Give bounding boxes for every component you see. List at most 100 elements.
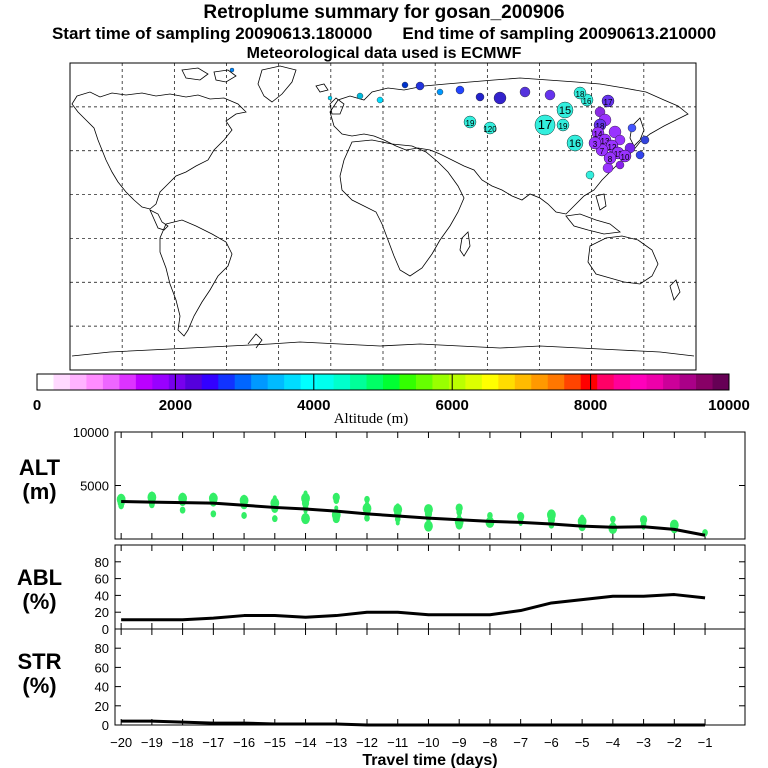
plume-dot: [519, 86, 531, 98]
colorbar-tick-label: 6000: [436, 397, 469, 414]
x-tick-label: −1: [698, 735, 713, 750]
plume-dot: [627, 123, 637, 133]
y-tick-label: 60: [95, 572, 109, 587]
plume-dot: [376, 96, 384, 104]
plume-marker-label: 120: [483, 125, 497, 134]
plume-marker: [556, 101, 574, 119]
y-tick-label: 80: [95, 641, 109, 656]
australia-coast: [587, 235, 659, 285]
plume-dot: [356, 92, 364, 100]
plume-marker: [618, 149, 632, 163]
plume-marker-label: 19: [559, 122, 568, 131]
central-america-coast: [149, 209, 169, 231]
x-tick-label: −8: [483, 735, 498, 750]
x-tick-label: −6: [544, 735, 559, 750]
arctic-island-coast: [181, 67, 209, 81]
colorbar-swatch: [333, 374, 351, 390]
alt-scatter-point: [118, 502, 124, 510]
chart-title: Retroplume summary for gosan_200906: [203, 2, 565, 23]
abl-series-line: [121, 593, 706, 622]
colorbar-swatch: [53, 374, 71, 390]
colorbar-swatch: [630, 374, 648, 390]
alt-scatter-point: [455, 520, 463, 530]
colorbar-swatch: [613, 374, 631, 390]
new-zealand-coast: [669, 279, 681, 301]
plume-marker: [556, 118, 570, 132]
abl-label-text: ABL (%): [16, 565, 63, 614]
plume-dot: [455, 85, 465, 95]
colorbar-tick-label: 10000: [708, 397, 750, 414]
map-graticule: [70, 63, 696, 370]
colorbar-swatch: [415, 374, 433, 390]
colorbar-swatch: [267, 374, 285, 390]
colorbar-swatch: [102, 374, 120, 390]
colorbar-swatch: [135, 374, 153, 390]
plume-marker-label: 18: [576, 90, 585, 99]
eurasia-coast: [329, 77, 689, 215]
colorbar-swatch: [185, 374, 203, 390]
str-panel-label: STR (%): [12, 650, 67, 698]
plume-marker-label: 7: [600, 147, 605, 156]
start-time: Start time of sampling 20090613.180000: [51, 24, 373, 43]
philippines-coast: [595, 193, 607, 211]
plume-marker: [601, 94, 615, 108]
colorbar-swatch: [580, 374, 598, 390]
str-series-line: [121, 719, 706, 727]
x-axis-title: Travel time (days): [362, 752, 497, 768]
plume-dot: [475, 92, 485, 102]
x-tick-label: −16: [233, 735, 255, 750]
colorbar-swatch: [251, 374, 269, 390]
plume-dot: [436, 88, 444, 96]
y-tick-label: 0: [102, 718, 109, 733]
colorbar-swatch: [597, 374, 615, 390]
south-america-coast: [159, 219, 233, 337]
plume-marker-label: 16: [583, 97, 592, 106]
colorbar-swatch: [712, 374, 730, 390]
colorbar-tick-label: 4000: [297, 397, 330, 414]
y-tick-label: 40: [95, 588, 109, 603]
alt-scatter-point: [333, 496, 340, 504]
british-isles-coast: [329, 97, 345, 115]
end-time: End time of sampling 20090613.210000: [402, 24, 717, 43]
colorbar-swatch: [696, 374, 714, 390]
alt-scatter-point: [610, 515, 616, 523]
plume-marker: [534, 114, 556, 136]
plume-dot: [229, 67, 235, 73]
plume-dot: [608, 125, 622, 139]
madagascar-coast: [459, 231, 471, 257]
plume-dot: [614, 134, 626, 146]
x-tick-label: −18: [172, 735, 194, 750]
plume-marker-label: 3: [593, 140, 598, 149]
colorbar-tick-label: 2000: [159, 397, 192, 414]
alt-scatter-point: [456, 508, 462, 516]
str-frame: [114, 628, 746, 726]
plume-marker-label: 10: [621, 153, 630, 162]
y-tick-label: 80: [95, 555, 109, 570]
colorbar-swatch: [514, 374, 532, 390]
y-tick-label: 10000: [73, 425, 109, 440]
africa-coast: [339, 139, 465, 277]
antarctic-peninsula-coast: [247, 333, 263, 349]
x-tick-label: −7: [513, 735, 528, 750]
plume-dot: [635, 150, 645, 160]
colorbar-swatch: [383, 374, 400, 390]
plume-dot: [327, 95, 333, 101]
y-tick-label: 20: [95, 699, 109, 714]
colorbar-swatch: [234, 374, 252, 390]
colorbar-swatch: [564, 374, 582, 390]
plume-marker-label: 11: [614, 150, 623, 159]
plume-marker-label: 17: [538, 117, 552, 132]
plume-marker-label: 17: [604, 98, 613, 107]
alt-series-line: [121, 500, 706, 537]
x-tick-label: −15: [264, 735, 286, 750]
colorbar-swatch: [201, 374, 219, 390]
alt-scatter-point: [241, 511, 247, 519]
str-label-text: STR (%): [17, 649, 62, 698]
plume-dot: [640, 135, 650, 145]
alt-scatter-point: [364, 495, 370, 503]
